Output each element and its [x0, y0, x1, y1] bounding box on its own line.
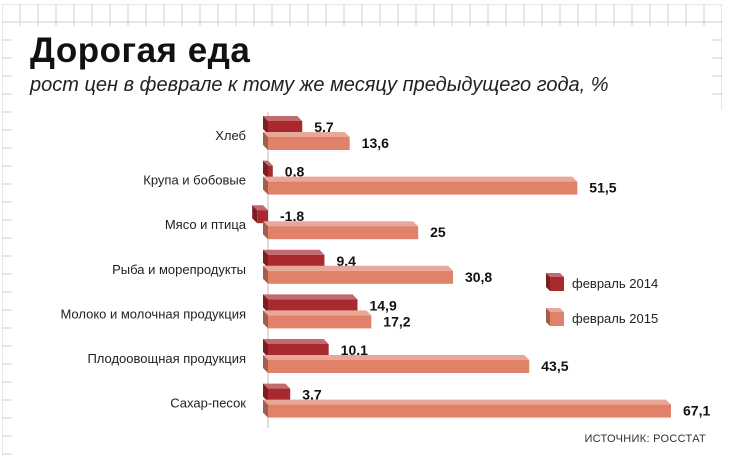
bar-2015: [263, 176, 578, 195]
bar-2014: [263, 160, 273, 179]
value-label: 30,8: [465, 269, 492, 285]
chart-title: Дорогая еда: [30, 31, 250, 70]
value-label: 14,9: [369, 297, 396, 313]
bar-2015: [263, 265, 453, 284]
title-backdrop: [12, 26, 712, 110]
legend-label: февраль 2015: [572, 311, 658, 326]
category-label: Молоко и молочная продукция: [60, 306, 246, 321]
value-label: 10,1: [341, 342, 368, 358]
category-labels: Хлеб Крупа и бобовые Мясо и птица Рыба и мо…: [60, 128, 246, 411]
category-label: Мясо и птица: [165, 217, 247, 232]
category-label: Плодоовощная продукция: [87, 351, 246, 366]
value-label: 13,6: [362, 135, 389, 151]
legend: февраль 2014 февраль 2015: [546, 273, 658, 326]
category-label: Сахар-песок: [170, 396, 246, 411]
bar-2015: [263, 399, 671, 418]
value-label: 51,5: [589, 180, 616, 196]
legend-swatch: [546, 273, 564, 291]
category-label: Хлеб: [215, 128, 246, 143]
value-label: 67,1: [683, 403, 710, 419]
bar-2014: [263, 116, 303, 134]
value-label: 25: [430, 224, 446, 240]
value-label: 9,4: [336, 253, 356, 269]
bar-2015: [263, 310, 372, 329]
value-label: 0,8: [285, 164, 305, 180]
value-label: 5,7: [314, 119, 334, 135]
bar-2015: [263, 221, 419, 240]
value-label: 17,2: [383, 313, 410, 329]
bars: 5,7 13,6 0,8 51,5 -1,8 25 9,4 30,8 14,917,2 10,1 4…: [252, 112, 710, 428]
value-label: -1,8: [280, 208, 304, 224]
value-label: 43,5: [541, 358, 568, 374]
chart-subtitle: рост цен в феврале к тому же месяцу пред…: [29, 74, 609, 96]
bar-2015: [263, 355, 530, 373]
value-label: 3,7: [302, 387, 322, 403]
bar-2014: [263, 249, 325, 268]
legend-swatch: [546, 308, 564, 326]
bar-2014: [263, 383, 291, 402]
category-label: Крупа и бобовые: [143, 173, 246, 188]
bar-2014: [252, 205, 268, 224]
category-label: Рыба и морепродукты: [112, 262, 246, 277]
bar-2015: [263, 132, 350, 150]
legend-label: февраль 2014: [572, 276, 658, 291]
bar-2014: [263, 339, 329, 357]
source-note: ИСТОЧНИК: РОССТАТ: [584, 433, 706, 445]
bar-2014: [263, 294, 358, 313]
